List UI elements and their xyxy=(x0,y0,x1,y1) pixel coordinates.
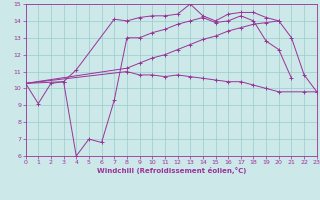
X-axis label: Windchill (Refroidissement éolien,°C): Windchill (Refroidissement éolien,°C) xyxy=(97,167,246,174)
